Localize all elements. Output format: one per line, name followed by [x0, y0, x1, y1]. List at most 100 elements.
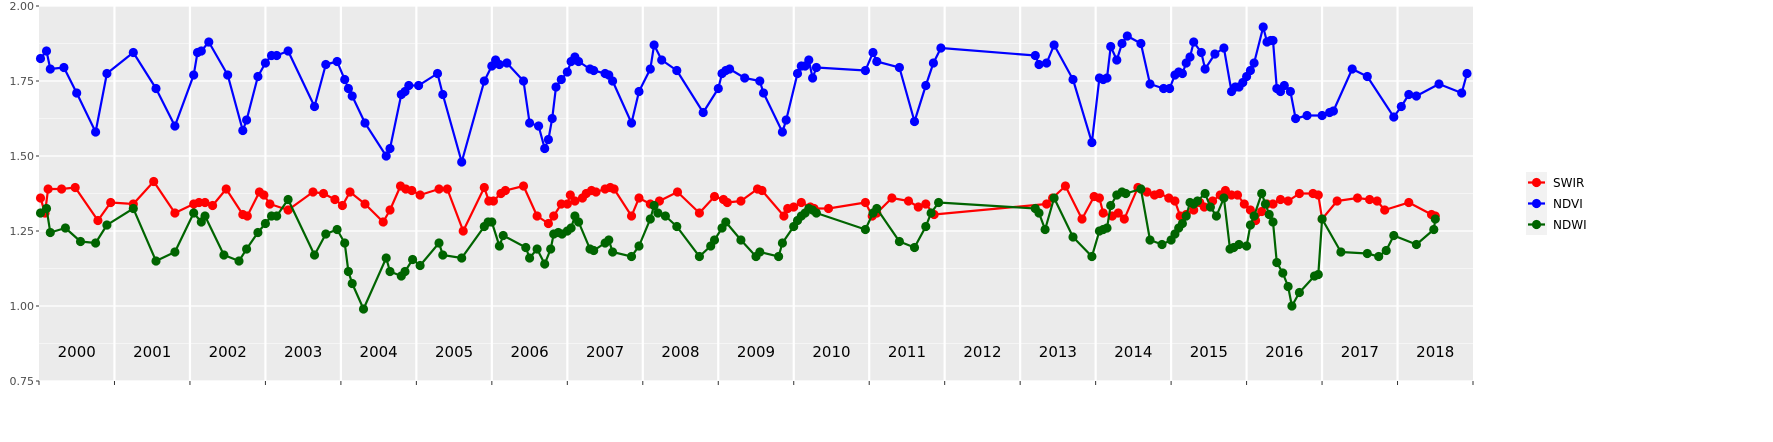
data-point-ndvi — [204, 37, 214, 47]
data-point-swir — [532, 211, 542, 221]
data-point-swir — [385, 205, 395, 215]
data-point-swir — [330, 194, 340, 205]
data-point-ndvi — [534, 121, 544, 131]
data-point-ndwi — [672, 221, 682, 232]
data-point-ndwi — [1049, 193, 1059, 203]
data-point-ndvi — [1396, 101, 1406, 112]
data-point-ndwi — [60, 223, 70, 233]
data-point-ndwi — [1068, 232, 1078, 242]
data-point-ndwi — [408, 254, 418, 265]
data-point-ndvi — [494, 59, 504, 70]
data-point-ndvi — [309, 101, 320, 112]
data-point-swir — [488, 196, 498, 206]
data-point-ndvi — [868, 47, 878, 58]
data-point-swir — [887, 193, 897, 203]
data-point-swir — [921, 199, 931, 209]
year-label: 2003 — [284, 343, 322, 361]
year-label: 2016 — [1265, 343, 1303, 361]
data-point-ndvi — [1411, 91, 1421, 101]
data-point-swir — [242, 211, 252, 221]
data-point-ndvi — [1258, 22, 1268, 32]
data-point-ndwi — [574, 217, 584, 227]
data-point-ndvi — [1291, 113, 1301, 124]
data-point-ndwi — [45, 227, 55, 238]
data-point-ndvi — [1068, 74, 1078, 85]
data-point-ndvi — [1165, 83, 1175, 94]
y-axis: 0.75 1.00 1.25 1.50 1.75 2.00 — [10, 0, 1474, 388]
y-tick-label: 2.00 — [10, 0, 35, 13]
data-point-ndwi — [566, 223, 576, 233]
y-tick-label: 0.75 — [10, 375, 35, 388]
data-point-ndwi — [736, 235, 746, 245]
data-point-ndvi — [657, 55, 667, 65]
data-point-ndwi — [1192, 196, 1203, 206]
data-point-ndwi — [498, 230, 508, 241]
data-point-ndvi — [283, 46, 293, 56]
data-point-ndvi — [543, 134, 554, 145]
data-point-ndwi — [347, 278, 357, 289]
data-point-ndwi — [521, 242, 531, 253]
data-point-ndvi — [347, 91, 357, 101]
data-point-ndvi — [936, 43, 946, 53]
data-point-ndvi — [253, 71, 263, 82]
data-point-ndwi — [604, 235, 614, 245]
data-point-ndvi — [1434, 79, 1444, 89]
data-point-ndwi — [645, 214, 655, 224]
legend-label: SWIR — [1553, 176, 1584, 190]
data-point-ndvi — [479, 76, 489, 86]
data-point-swir — [35, 193, 46, 203]
data-point-ndwi — [1317, 214, 1327, 224]
data-point-swir — [591, 187, 601, 197]
data-point-swir — [345, 187, 355, 197]
data-point-swir — [93, 215, 103, 226]
data-point-ndwi — [1040, 224, 1050, 235]
data-point-swir — [1094, 193, 1104, 203]
data-point-ndvi — [672, 65, 682, 76]
data-point-swir — [1275, 194, 1286, 205]
data-point-ndwi — [540, 259, 550, 269]
data-point-swir — [549, 211, 559, 221]
data-point-ndvi — [381, 151, 391, 161]
data-point-ndvi — [1106, 41, 1116, 52]
series-swir — [35, 176, 1440, 236]
data-point-swir — [208, 200, 218, 211]
data-point-ndwi — [253, 227, 263, 238]
year-label: 2007 — [586, 343, 624, 361]
data-point-ndwi — [921, 221, 931, 232]
data-point-ndwi — [1106, 200, 1116, 211]
data-point-ndvi — [1219, 43, 1229, 53]
data-point-swir — [709, 191, 720, 202]
data-point-ndwi — [1245, 220, 1255, 230]
data-point-swir — [434, 184, 444, 194]
data-point-ndwi — [589, 245, 599, 256]
legend-item-ndvi: NDVI — [1526, 193, 1583, 214]
data-point-ndwi — [219, 250, 229, 260]
data-point-swir — [672, 187, 683, 197]
y-tick-label: 1.00 — [10, 300, 35, 313]
data-point-ndvi — [860, 65, 871, 76]
data-point-ndvi — [608, 76, 618, 86]
data-point-ndvi — [332, 56, 342, 67]
data-point-ndwi — [487, 217, 497, 227]
legend-label: NDVI — [1553, 197, 1583, 211]
data-point-ndwi — [260, 218, 270, 229]
data-point-ndvi — [909, 116, 920, 127]
data-point-ndwi — [1177, 218, 1187, 229]
data-point-swir — [360, 199, 370, 209]
data-point-ndvi — [740, 73, 750, 83]
data-point-ndvi — [91, 127, 101, 137]
data-point-ndwi — [1260, 199, 1270, 209]
data-point-ndvi — [35, 53, 46, 64]
data-point-ndwi — [694, 251, 705, 262]
data-point-ndvi — [556, 74, 566, 85]
data-point-ndwi — [102, 220, 112, 230]
data-point-ndwi — [1362, 248, 1372, 259]
data-point-ndvi — [340, 74, 350, 85]
year-label: 2005 — [435, 343, 473, 361]
data-point-ndwi — [332, 224, 342, 235]
data-point-ndvi — [928, 58, 939, 68]
data-point-swir — [903, 196, 914, 206]
data-point-swir — [1170, 196, 1180, 206]
data-point-ndvi — [562, 67, 572, 77]
